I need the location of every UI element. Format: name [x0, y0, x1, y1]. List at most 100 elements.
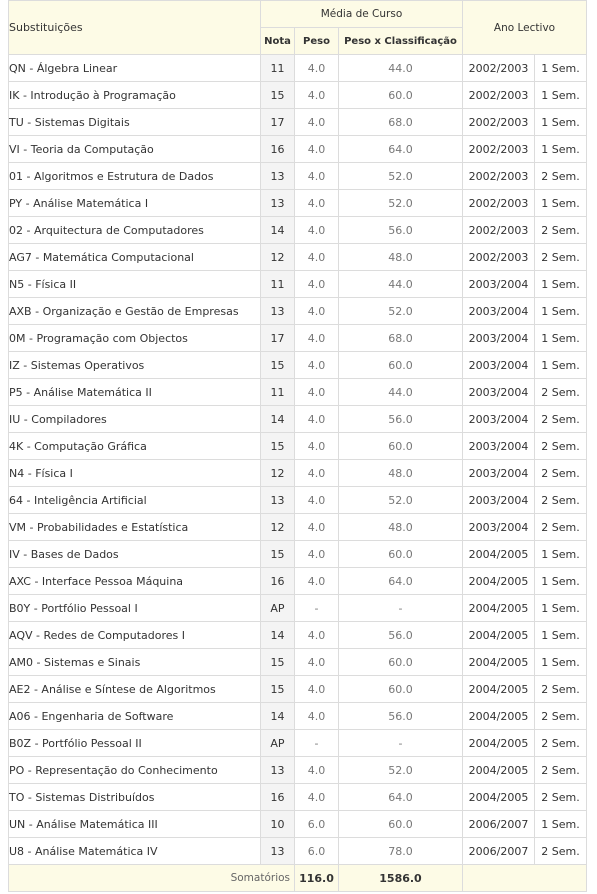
weighted-grade-cell: - [338, 594, 463, 622]
table-row: B0Z - Portfólio Pessoal II AP - -2004/2005 2… [8, 729, 587, 757]
weight-cell: 4.0 [294, 351, 339, 379]
header-weighted-grade: Peso x Classificação [338, 27, 463, 55]
year-cell: 2002/2003 [462, 162, 535, 190]
subject-name: AG7 - Matemática Computacional [8, 243, 261, 271]
weighted-grade-cell: 44.0 [338, 54, 463, 82]
year-cell: 2003/2004 [462, 270, 535, 298]
subject-name: IZ - Sistemas Operativos [8, 351, 261, 379]
grade-cell: 14 [260, 405, 295, 433]
grade-cell: 17 [260, 108, 295, 136]
grade-cell: 11 [260, 270, 295, 298]
year-cell: 2004/2005 [462, 702, 535, 730]
table-row: P5 - Análise Matemática II 11 4.0 44.0 2003/… [8, 378, 587, 406]
table-row: VI - Teoria da Computação 16 4.0 64.0 2002/2… [8, 135, 587, 163]
year-cell: 2004/2005 [462, 783, 535, 811]
weight-cell: 6.0 [294, 810, 339, 838]
table-row: 0M - Programação com Objectos 17 4.0 68.0 20… [8, 324, 587, 352]
weight-cell: 4.0 [294, 513, 339, 541]
subject-name: 02 - Arquitectura de Computadores [8, 216, 261, 244]
year-cell: 2004/2005 [462, 621, 535, 649]
table-row: TU - Sistemas Digitais 17 4.0 68.0 2002/2003… [8, 108, 587, 136]
weighted-grade-cell: 64.0 [338, 135, 463, 163]
totals-label: Somatórios [8, 864, 295, 892]
year-cell: 2003/2004 [462, 378, 535, 406]
grade-cell: 11 [260, 378, 295, 406]
weighted-grade-cell: 64.0 [338, 567, 463, 595]
subject-name: VM - Probabilidades e Estatística [8, 513, 261, 541]
semester-cell: 1 Sem. [534, 270, 587, 298]
grade-cell: 13 [260, 189, 295, 217]
weight-cell: 4.0 [294, 459, 339, 487]
subject-name: N5 - Física II [8, 270, 261, 298]
grade-cell: 16 [260, 567, 295, 595]
weighted-grade-cell: 56.0 [338, 216, 463, 244]
grade-cell: 14 [260, 702, 295, 730]
grade-cell: 15 [260, 351, 295, 379]
weighted-grade-cell: 44.0 [338, 378, 463, 406]
semester-cell: 1 Sem. [534, 540, 587, 568]
weight-cell: 4.0 [294, 405, 339, 433]
subject-name: AQV - Redes de Computadores I [8, 621, 261, 649]
semester-cell: 2 Sem. [534, 378, 587, 406]
header-row-top: Substituições Média de Curso Ano Lectivo [8, 0, 587, 55]
table-row: 64 - Inteligência Artificial 13 4.0 52.0 200… [8, 486, 587, 514]
grade-cell: 13 [260, 486, 295, 514]
weighted-total: 1586.0 [338, 864, 463, 892]
table-row: AM0 - Sistemas e Sinais 15 4.0 60.0 2004/200… [8, 648, 587, 676]
table-row: U8 - Análise Matemática IV 13 6.0 78.0 2006/… [8, 837, 587, 865]
weight-cell: 6.0 [294, 837, 339, 865]
header-academic-year: Ano Lectivo [462, 0, 587, 55]
weight-cell: 4.0 [294, 108, 339, 136]
year-cell: 2002/2003 [462, 54, 535, 82]
table-row: AE2 - Análise e Síntese de Algoritmos 15 4… [8, 675, 587, 703]
grade-cell: 13 [260, 297, 295, 325]
weighted-grade-cell: 78.0 [338, 837, 463, 865]
weight-cell: 4.0 [294, 675, 339, 703]
weighted-grade-cell: 56.0 [338, 405, 463, 433]
year-cell: 2002/2003 [462, 108, 535, 136]
subject-name: PY - Análise Matemática I [8, 189, 261, 217]
grade-cell: 14 [260, 216, 295, 244]
weight-cell: 4.0 [294, 54, 339, 82]
header-course-average: Média de Curso [260, 0, 463, 28]
weighted-grade-cell: 60.0 [338, 540, 463, 568]
year-cell: 2003/2004 [462, 351, 535, 379]
year-cell: 2002/2003 [462, 81, 535, 109]
table-row: IK - Introdução à Programação 15 4.0 60.0 20… [8, 81, 587, 109]
semester-cell: 2 Sem. [534, 459, 587, 487]
weight-cell: 4.0 [294, 486, 339, 514]
semester-cell: 2 Sem. [534, 783, 587, 811]
semester-cell: 1 Sem. [534, 189, 587, 217]
table-row: 4K - Computação Gráfica 15 4.0 60.0 2003/200… [8, 432, 587, 460]
weight-cell: 4.0 [294, 189, 339, 217]
weight-cell: 4.0 [294, 135, 339, 163]
header-grade: Nota [260, 27, 295, 55]
weighted-grade-cell: 60.0 [338, 432, 463, 460]
grade-cell: 15 [260, 540, 295, 568]
weight-cell: 4.0 [294, 567, 339, 595]
weighted-grade-cell: 56.0 [338, 621, 463, 649]
subject-name: AM0 - Sistemas e Sinais [8, 648, 261, 676]
year-cell: 2003/2004 [462, 459, 535, 487]
year-cell: 2006/2007 [462, 810, 535, 838]
grades-table: Substituições Média de Curso Ano Lectivo… [8, 0, 587, 892]
year-cell: 2004/2005 [462, 567, 535, 595]
subject-name: 01 - Algoritmos e Estrutura de Dados [8, 162, 261, 190]
grade-cell: 13 [260, 756, 295, 784]
subject-name: B0Z - Portfólio Pessoal II [8, 729, 261, 757]
subject-name: U8 - Análise Matemática IV [8, 837, 261, 865]
year-cell: 2004/2005 [462, 648, 535, 676]
weighted-grade-cell: 52.0 [338, 297, 463, 325]
grades-body: QN - Álgebra Linear 11 4.0 44.0 2002/2003 1 S… [8, 54, 587, 865]
table-row: AQV - Redes de Computadores I 14 4.0 56.0 20… [8, 621, 587, 649]
semester-cell: 1 Sem. [534, 594, 587, 622]
subject-name: PO - Representação do Conhecimento [8, 756, 261, 784]
weighted-grade-cell: 48.0 [338, 513, 463, 541]
year-cell: 2003/2004 [462, 486, 535, 514]
weighted-grade-cell: 68.0 [338, 108, 463, 136]
subject-name: VI - Teoria da Computação [8, 135, 261, 163]
semester-cell: 2 Sem. [534, 702, 587, 730]
weight-cell: 4.0 [294, 243, 339, 271]
weight-cell: 4.0 [294, 216, 339, 244]
weighted-grade-cell: 68.0 [338, 324, 463, 352]
